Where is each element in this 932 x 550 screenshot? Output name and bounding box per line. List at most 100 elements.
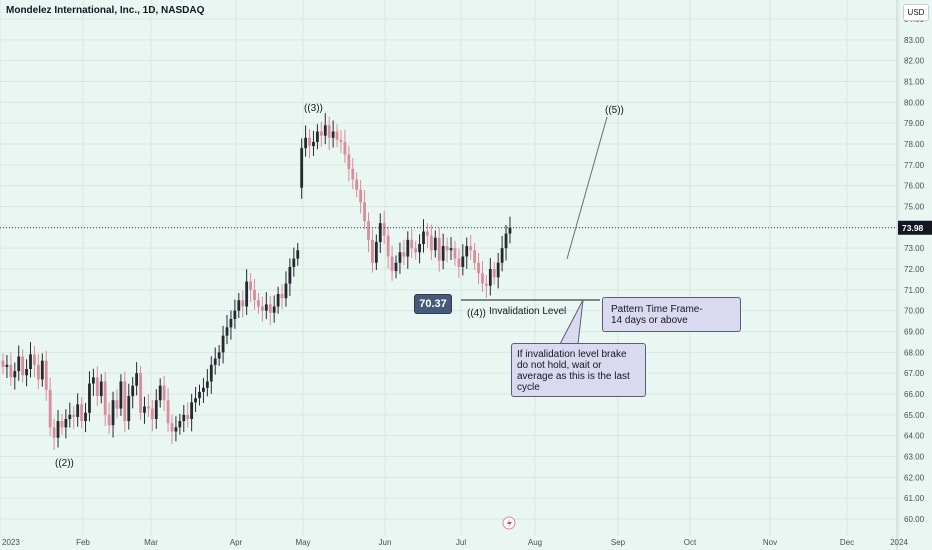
candle-body: [260, 306, 264, 311]
price-tick-label: 60.00: [904, 515, 925, 524]
time-tick-label: Jun: [379, 538, 392, 547]
candle-body: [131, 385, 135, 397]
price-tick-label: 77.00: [904, 161, 925, 170]
pattern-note-line2: 14 days or above: [611, 315, 688, 326]
candle-body: [410, 239, 414, 249]
candle-body: [166, 400, 170, 424]
time-tick-label: Mar: [144, 538, 158, 547]
price-tick-label: 68.00: [904, 348, 925, 357]
candle-body: [496, 262, 500, 278]
price-tick-label: 70.00: [904, 307, 925, 316]
candle-body: [371, 239, 374, 263]
candle-body: [327, 125, 331, 138]
candle-body: [52, 427, 56, 438]
candle-body: [331, 131, 335, 138]
candle-body: [343, 141, 347, 155]
candle-body: [174, 427, 178, 432]
candle-body: [323, 125, 327, 136]
candle-body: [437, 237, 441, 261]
price-tick-label: 75.00: [904, 203, 925, 212]
pattern-note-callout[interactable]: Pattern Time Frame- 14 days or above: [602, 297, 741, 332]
candle-body: [217, 352, 221, 359]
candle-body: [221, 335, 225, 353]
candle-body: [237, 300, 241, 311]
candle-body: [253, 289, 256, 301]
candle-body: [374, 241, 378, 263]
candle-body: [422, 231, 425, 244]
currency-button[interactable]: USD: [903, 4, 929, 21]
time-tick-label: Apr: [230, 538, 243, 547]
candle-body: [359, 189, 363, 203]
candle-body: [245, 281, 249, 307]
warning-note-callout[interactable]: If invalidation level brake do not hold,…: [511, 343, 646, 397]
candle-body: [300, 148, 304, 188]
wave-label: ((2)): [55, 458, 74, 469]
time-tick-label: Sep: [611, 538, 626, 547]
candle-body: [107, 414, 111, 426]
price-tick-label: 65.00: [904, 411, 925, 420]
candle-body: [91, 377, 95, 384]
price-tick-label: 78.00: [904, 140, 925, 149]
candle-body: [241, 300, 245, 307]
candle-body: [84, 412, 87, 422]
candle-body: [355, 179, 359, 190]
candle-body: [202, 387, 205, 392]
candle-body: [508, 227, 512, 234]
candle-body: [147, 406, 150, 409]
last-price-value: 73.98: [902, 223, 924, 233]
candle-body: [190, 402, 194, 419]
price-tick-label: 66.00: [904, 390, 925, 399]
price-tick-label: 73.00: [904, 244, 925, 253]
candle-body: [249, 281, 252, 290]
candle-body: [339, 139, 343, 142]
candle-body: [29, 354, 32, 369]
candle-body: [481, 273, 484, 284]
candle-body: [429, 235, 433, 251]
candle-body: [288, 266, 292, 284]
candle-body: [150, 408, 154, 419]
candle-body: [347, 154, 351, 169]
candle-body: [80, 404, 83, 422]
candle-body: [64, 419, 68, 428]
candle-body: [382, 223, 386, 236]
candle-body: [453, 248, 457, 259]
drawings-overlay: 73.98 Invalidation Level ((2)) ((3)) ((4)) ((…: [0, 103, 932, 530]
candle-body: [99, 381, 103, 397]
price-tick-label: 83.00: [904, 36, 925, 45]
candle-body: [205, 381, 209, 388]
wave-label: ((5)): [605, 105, 624, 116]
candle-body: [1, 360, 5, 367]
invalidation-price-badge: 70.37: [414, 294, 452, 314]
candle-body: [363, 202, 366, 222]
candle-body: [473, 250, 476, 263]
time-tick-label: 2024: [890, 538, 908, 547]
price-tick-label: 61.00: [904, 494, 925, 503]
candle-body: [48, 389, 52, 428]
candle-body: [44, 360, 48, 390]
warning-note-line3: average as this is the last: [517, 371, 630, 382]
price-tick-label: 82.00: [904, 57, 925, 66]
candle-body: [5, 364, 9, 367]
candle-body: [449, 248, 453, 251]
time-tick-label: Feb: [76, 538, 90, 547]
last-price-tag: [898, 220, 932, 235]
candle-body: [229, 319, 233, 328]
candle-body: [17, 356, 21, 372]
candle-body: [276, 294, 280, 307]
price-axis[interactable]: 60.00 61.00 62.00 63.00 64.00 65.00 66.00 67.00…: [896, 0, 925, 550]
candle-body: [9, 364, 13, 378]
candle-body: [402, 252, 406, 257]
candle-body: [390, 256, 394, 272]
time-tick-label: 2023: [2, 538, 20, 547]
candle-body: [426, 231, 429, 236]
candle-body: [135, 373, 139, 386]
price-tick-label: 71.00: [904, 286, 925, 295]
candle-body: [198, 391, 201, 399]
candle-body: [123, 381, 127, 422]
time-axis[interactable]: 2023 Feb Mar Apr May Jun Jul Aug Sep Oct Nov Dec 202…: [2, 538, 908, 547]
candle-body: [257, 300, 260, 307]
candle-body: [72, 414, 76, 417]
candle-body: [119, 381, 123, 409]
warning-note-line4: cycle: [517, 382, 540, 393]
